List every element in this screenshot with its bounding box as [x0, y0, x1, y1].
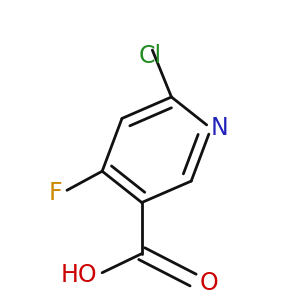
Text: Cl: Cl [138, 44, 162, 68]
Text: HO: HO [61, 263, 97, 287]
Text: F: F [49, 181, 63, 205]
Text: N: N [211, 116, 229, 140]
Text: O: O [200, 271, 218, 295]
